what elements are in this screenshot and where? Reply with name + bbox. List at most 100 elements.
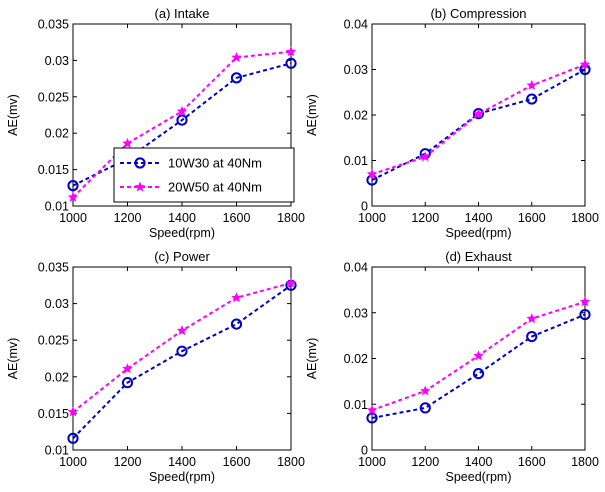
y-tick-label: 0.03 (45, 297, 69, 311)
series-line (371, 63, 586, 176)
x-tick-label: 1800 (277, 455, 305, 469)
data-point (420, 151, 431, 162)
legend-label: 10W30 at 40Nm (168, 156, 262, 171)
x-tick-label: 1000 (59, 455, 87, 469)
y-axis-label: AE(mv) (6, 94, 20, 136)
data-point (230, 72, 243, 84)
legend-marker (134, 157, 146, 169)
series-2 (366, 296, 591, 415)
y-tick-label: 0.03 (344, 63, 368, 77)
data-point (472, 367, 485, 380)
x-tick-label: 1400 (465, 455, 493, 469)
series-line (371, 313, 586, 419)
y-tick-label: 0.015 (38, 407, 69, 421)
x-tick-label: 1000 (358, 211, 386, 225)
y-tick-label: 0.035 (38, 18, 69, 32)
y-tick-label: 0.025 (38, 334, 69, 348)
data-point (67, 406, 79, 417)
data-point (420, 385, 431, 396)
x-tick-label: 1000 (59, 211, 87, 225)
x-tick-label: 1400 (168, 455, 196, 469)
panel-title: (c) Power (154, 249, 210, 264)
data-point (176, 325, 188, 336)
data-point (67, 180, 79, 192)
x-tick-label: 1400 (168, 211, 196, 225)
data-point (230, 318, 243, 330)
series-2 (67, 46, 297, 202)
y-tick-label: 0 (361, 200, 368, 214)
chart-panel-3: (c) Power 1000 1200 1400 1600 1800 0.01 0.015 0.… (6, 249, 305, 484)
series-2 (366, 58, 591, 179)
x-tick-label: 1200 (411, 455, 439, 469)
y-tick-label: 0.01 (344, 154, 368, 168)
x-tick-label: 1800 (571, 455, 599, 469)
chart-panel-2: (b) Compression 1000 1200 1400 1600 1800 0 0.01… (305, 6, 599, 240)
series-line (72, 284, 292, 439)
panel-title: (a) Intake (155, 6, 210, 21)
x-tick-label: 1600 (223, 211, 251, 225)
x-tick-label: 1200 (114, 211, 142, 225)
data-point (285, 57, 297, 69)
y-tick-label: 0.01 (45, 444, 69, 458)
x-tick-label: 1600 (518, 211, 546, 225)
y-tick-label: 0.02 (45, 127, 69, 141)
data-point (526, 93, 538, 105)
data-point (473, 108, 484, 119)
data-point (285, 277, 297, 288)
legend-marker (134, 181, 146, 192)
panel-title: (d) Exhaust (445, 249, 512, 264)
data-point (231, 51, 242, 62)
series-1 (366, 308, 591, 424)
x-tick-label: 1400 (465, 211, 493, 225)
series-line (72, 62, 292, 187)
y-axis-label: AE(mv) (305, 338, 319, 380)
y-tick-label: 0.02 (344, 109, 368, 123)
legend-box (113, 147, 295, 203)
legend-entry-1: 10W30 at 40Nm (120, 156, 262, 171)
legend-label: 20W50 at 40Nm (168, 180, 262, 195)
series-2 (67, 277, 297, 417)
x-axis-label: Speed(rpm) (149, 226, 215, 240)
data-point (122, 137, 133, 148)
y-tick-label: 0.02 (344, 352, 368, 366)
data-point (473, 350, 484, 361)
legend: 10W30 at 40Nm 20W50 at 40Nm (113, 147, 295, 203)
data-point (176, 105, 188, 116)
x-axis-label: Speed(rpm) (446, 226, 512, 240)
x-tick-label: 1200 (411, 211, 439, 225)
y-axis-label: AE(mv) (305, 94, 319, 136)
x-axis-label: Speed(rpm) (149, 470, 215, 484)
plot-frame (371, 266, 586, 451)
data-point (121, 377, 134, 389)
data-point (366, 412, 378, 424)
data-point (67, 432, 79, 444)
y-tick-label: 0.04 (344, 261, 368, 275)
y-tick-label: 0.015 (38, 163, 69, 177)
y-tick-label: 0.035 (38, 261, 69, 275)
x-tick-label: 1600 (223, 455, 251, 469)
legend-entry-2: 20W50 at 40Nm (120, 180, 262, 195)
data-point (122, 363, 133, 374)
x-tick-label: 1200 (114, 455, 142, 469)
y-tick-label: 0.02 (45, 370, 69, 384)
data-point (366, 168, 378, 179)
data-point (176, 345, 188, 357)
series-line (371, 68, 586, 181)
x-tick-label: 1000 (358, 455, 386, 469)
series-line (72, 50, 292, 198)
series-1 (67, 279, 297, 444)
data-point (285, 46, 297, 57)
series-1 (366, 63, 591, 186)
data-point (579, 296, 591, 307)
data-point (231, 292, 242, 303)
y-tick-label: 0.03 (45, 54, 69, 68)
chart-panel-1: (a) Intake 1000 1200 1400 1600 1800 0.01 0.015 0… (6, 6, 305, 240)
x-tick-label: 1600 (518, 455, 546, 469)
y-tick-label: 0.04 (344, 18, 368, 32)
chart-panel-4: (d) Exhaust 1000 1200 1400 1600 1800 0 0.01 0.02… (305, 249, 599, 484)
x-tick-label: 1800 (277, 211, 305, 225)
data-point (176, 114, 188, 126)
y-tick-label: 0 (361, 444, 368, 458)
x-tick-label: 1800 (571, 211, 599, 225)
